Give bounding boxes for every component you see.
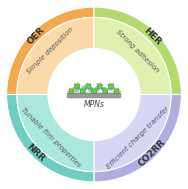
FancyBboxPatch shape [108, 84, 113, 89]
FancyBboxPatch shape [80, 89, 85, 94]
Wedge shape [94, 94, 181, 182]
Wedge shape [17, 94, 94, 172]
FancyBboxPatch shape [69, 89, 74, 94]
Wedge shape [94, 7, 181, 94]
Circle shape [75, 87, 79, 91]
Circle shape [95, 86, 99, 90]
Circle shape [102, 87, 106, 91]
Wedge shape [7, 7, 94, 94]
Circle shape [109, 86, 113, 90]
Circle shape [89, 87, 93, 91]
Text: NRR: NRR [25, 142, 47, 163]
Circle shape [82, 86, 86, 90]
Wedge shape [94, 17, 171, 94]
Wedge shape [7, 94, 94, 182]
FancyBboxPatch shape [67, 93, 121, 98]
Text: HER: HER [142, 26, 163, 47]
Wedge shape [17, 17, 94, 94]
FancyBboxPatch shape [103, 89, 108, 94]
FancyBboxPatch shape [114, 89, 119, 94]
FancyBboxPatch shape [92, 89, 96, 94]
Circle shape [48, 48, 140, 141]
Text: CO2RR: CO2RR [137, 137, 168, 168]
Text: Efficient charge transfer: Efficient charge transfer [105, 106, 170, 170]
FancyBboxPatch shape [75, 84, 80, 89]
Text: MPNs: MPNs [83, 100, 105, 108]
FancyBboxPatch shape [97, 84, 102, 89]
Text: OER: OER [25, 26, 46, 47]
FancyBboxPatch shape [86, 84, 91, 89]
Text: Tunable film properties: Tunable film properties [20, 107, 81, 169]
Text: Simple deposition: Simple deposition [26, 26, 75, 75]
Wedge shape [94, 94, 171, 172]
Text: Strong adhesion: Strong adhesion [115, 29, 160, 74]
